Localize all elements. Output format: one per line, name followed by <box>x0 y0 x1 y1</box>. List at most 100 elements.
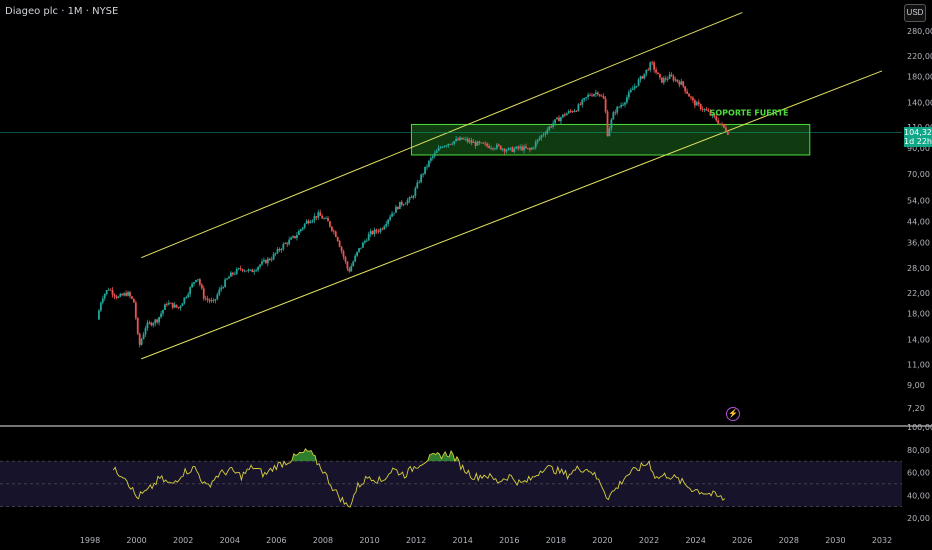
candle <box>414 186 417 199</box>
candle-body <box>606 111 609 137</box>
candle-body <box>631 88 634 90</box>
candle-body <box>499 145 502 150</box>
candle <box>470 137 473 146</box>
candle <box>429 156 432 164</box>
candle <box>713 113 716 119</box>
candle <box>726 130 729 136</box>
candle <box>125 290 128 297</box>
candle-body <box>470 140 473 143</box>
candle-body <box>264 259 267 264</box>
candle <box>307 219 310 225</box>
bar-countdown: 1d 22h <box>904 137 932 146</box>
candle <box>352 260 355 267</box>
candle <box>620 102 623 109</box>
candle-body <box>313 216 316 221</box>
candle-body <box>624 102 626 105</box>
candle-body <box>414 188 417 196</box>
candle <box>292 235 294 239</box>
candle <box>350 263 353 272</box>
rsi-pane[interactable] <box>0 448 902 508</box>
candle-body <box>554 119 557 124</box>
candle-body <box>365 240 368 242</box>
candle-body <box>398 201 401 210</box>
candle-body <box>695 102 698 106</box>
price-tick-label: 44,00 <box>907 218 930 227</box>
candle <box>218 287 221 297</box>
candle <box>280 247 283 253</box>
candle <box>408 196 411 203</box>
candle-body <box>567 111 570 114</box>
symbol-title[interactable]: Diageo plc · 1M · NYSE <box>5 6 119 17</box>
candle <box>503 148 506 155</box>
candle <box>354 253 357 263</box>
candle <box>635 85 638 89</box>
price-pane[interactable]: SOPORTE FUERTE <box>0 12 902 360</box>
candle <box>711 113 714 119</box>
candle-body <box>657 72 659 75</box>
candle <box>195 279 197 283</box>
candle-body <box>98 310 100 320</box>
candle-body <box>286 243 289 245</box>
candle <box>666 76 669 82</box>
candle-body <box>455 138 458 142</box>
candle-body <box>197 279 199 281</box>
candle <box>226 278 228 281</box>
candle-body <box>233 273 236 275</box>
candle <box>362 241 364 248</box>
time-tick-label: 2026 <box>732 536 752 545</box>
candle <box>389 214 392 222</box>
candle-body <box>639 76 642 80</box>
candle-body <box>433 152 436 157</box>
candle <box>276 247 279 255</box>
candle-body <box>301 227 304 230</box>
candle-body <box>573 110 576 112</box>
rsi-line <box>112 448 726 508</box>
candle-body <box>583 97 586 100</box>
candle-body <box>249 269 252 271</box>
currency-button[interactable]: USD <box>904 4 926 22</box>
lightning-icon[interactable]: ⚡ <box>726 407 740 421</box>
candle-body <box>464 138 467 140</box>
candle-body <box>344 256 347 262</box>
candle-body <box>253 271 256 273</box>
candle-body <box>451 143 454 145</box>
candle <box>385 220 388 229</box>
candle <box>542 132 545 137</box>
candle-body <box>497 144 500 146</box>
candle-body <box>367 234 370 241</box>
candle <box>346 260 349 271</box>
candle <box>616 105 619 115</box>
candle-body <box>107 289 110 291</box>
candle <box>536 139 539 145</box>
candle-body <box>530 147 533 150</box>
candle <box>224 277 227 288</box>
candle <box>723 124 725 129</box>
candle <box>261 258 263 266</box>
candle <box>167 300 170 306</box>
candle <box>123 292 126 297</box>
candle <box>105 289 108 296</box>
candle <box>160 310 162 319</box>
candle-body <box>117 296 120 298</box>
time-tick-label: 2014 <box>453 536 473 545</box>
candle <box>162 309 164 316</box>
candle <box>499 145 502 151</box>
price-tick-label: 140,00 <box>907 98 932 107</box>
candle <box>507 147 510 151</box>
candle <box>530 146 533 151</box>
candle-body <box>659 74 661 78</box>
time-tick-label: 2010 <box>359 536 379 545</box>
candle-body <box>488 145 491 149</box>
candle-body <box>200 284 203 289</box>
candle-body <box>422 173 425 175</box>
candle-body <box>158 317 161 323</box>
time-tick-label: 2012 <box>406 536 426 545</box>
candle <box>365 238 368 243</box>
candle-body <box>363 240 366 243</box>
candle-body <box>391 213 393 217</box>
candle-body <box>263 259 265 262</box>
candle-body <box>334 231 337 237</box>
candle <box>577 102 580 112</box>
candle <box>451 141 454 146</box>
